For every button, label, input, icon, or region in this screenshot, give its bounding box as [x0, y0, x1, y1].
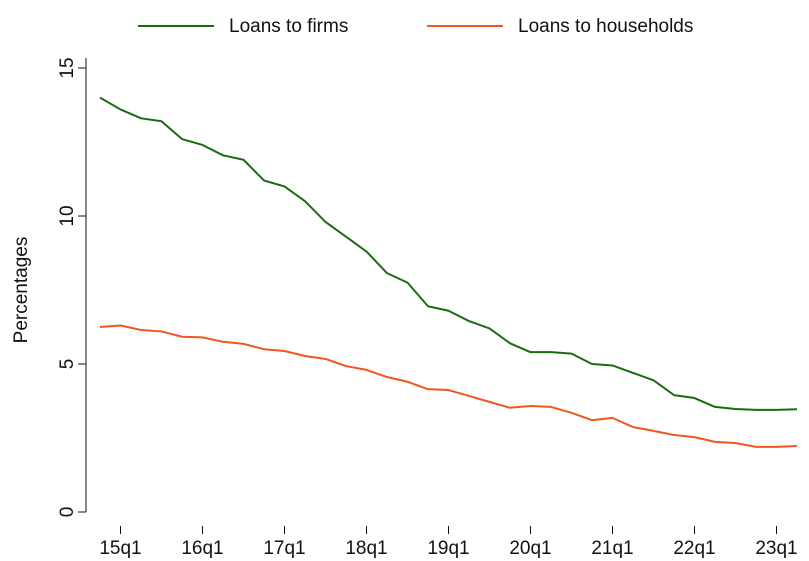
y-tick-label: 10: [57, 205, 78, 226]
x-tick-label: 19q1: [427, 538, 469, 559]
line-series: [99, 96, 798, 411]
x-tick-label: 21q1: [591, 538, 633, 559]
y-tick-label: 5: [57, 359, 78, 370]
x-tick-label: 20q1: [509, 538, 551, 559]
legend-label: Loans to firms: [229, 16, 348, 37]
x-tick-label: 17q1: [263, 538, 305, 559]
y-tick-label: 0: [57, 507, 78, 518]
x-tick-label: 22q1: [673, 538, 715, 559]
y-axis-label: Percentages: [11, 237, 32, 344]
x-tick-label: 16q1: [181, 538, 223, 559]
x-tick-label: 15q1: [99, 538, 141, 559]
line-series: [99, 324, 798, 448]
legend-label: Loans to households: [518, 16, 693, 37]
x-tick-label: 18q1: [345, 538, 387, 559]
y-tick-label: 15: [57, 57, 78, 78]
x-tick-label: 23q1: [755, 538, 797, 559]
